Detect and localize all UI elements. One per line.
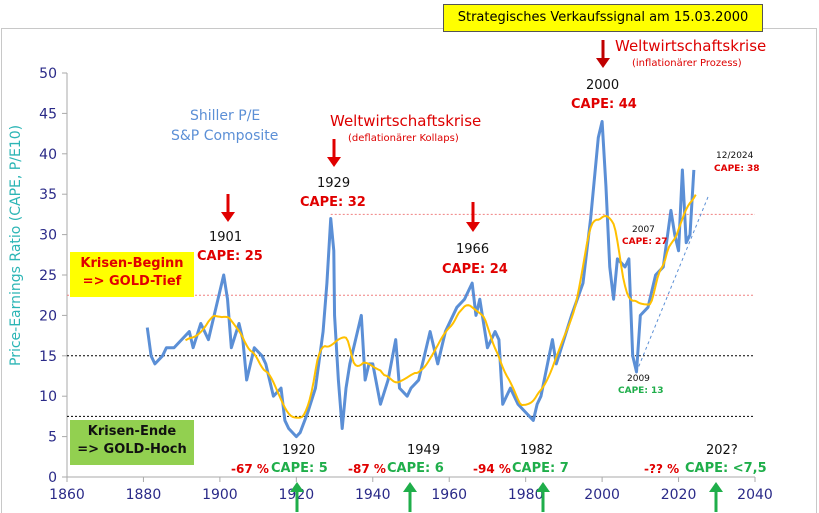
y-tick-label: 20: [39, 308, 57, 324]
crisis1-subtitle: (deflationärer Kollaps): [348, 133, 459, 144]
label-2000-cape: CAPE: 44: [571, 97, 637, 112]
y-tick-label: 10: [39, 389, 57, 405]
label-2000-year: 2000: [586, 78, 620, 93]
label-1901-year: 1901: [209, 230, 243, 245]
crisis2-title: Weltwirtschaftskrise: [615, 37, 767, 55]
label-202x-pct: -?? %: [644, 462, 680, 476]
label-2007-cape: CAPE: 27: [622, 237, 668, 247]
label-2007-year: 2007: [632, 225, 655, 235]
label-202x-year: 202?: [706, 443, 738, 458]
legend-line1: Shiller P/E: [190, 108, 261, 124]
chart-frame: [1, 28, 817, 513]
x-tick-label: 2040: [737, 487, 773, 503]
label-1982-year: 1982: [520, 443, 554, 458]
down-arrow-1966-head: [466, 222, 480, 232]
cape-series-line: [145, 119, 696, 439]
label-1920-year: 1920: [282, 443, 316, 458]
crisis-end-box: Krisen-Ende => GOLD-Hoch: [70, 420, 194, 465]
label-1966-year: 1966: [456, 242, 490, 257]
label-1982-cape: CAPE: 7: [512, 461, 569, 476]
x-tick-label: 1880: [126, 487, 162, 503]
crisis-start-box: Krisen-Beginn => GOLD-Tief: [70, 252, 194, 297]
label-2009-year: 2009: [627, 374, 650, 384]
label-202x-cape: CAPE: <7,5: [685, 461, 767, 476]
legend-line2: S&P Composite: [171, 128, 279, 144]
y-tick-label: 40: [39, 147, 57, 163]
label-1920-cape: CAPE: 5: [271, 461, 328, 476]
x-tick-label: 2000: [584, 487, 620, 503]
crisis-start-line1: Krisen-Beginn: [80, 256, 184, 271]
x-tick-label: 2020: [661, 487, 697, 503]
label-1949-year: 1949: [407, 443, 441, 458]
up-arrow-2-head: [536, 482, 550, 492]
y-tick-label: 5: [48, 430, 57, 446]
label-1966-cape: CAPE: 24: [442, 262, 508, 277]
x-tick-label: 1860: [49, 487, 85, 503]
crisis2-subtitle: (inflationärer Prozess): [632, 58, 742, 69]
label-1920-pct: -67 %: [231, 462, 269, 476]
label-1929-cape: CAPE: 32: [300, 195, 366, 210]
x-tick-label: 1900: [202, 487, 238, 503]
label-2024-cape: CAPE: 38: [714, 164, 760, 174]
x-tick-label: 1940: [355, 487, 391, 503]
y-tick-label: 35: [39, 187, 57, 203]
y-axis-label: Price-Earnings Ratio (CAPE, P/E10): [8, 124, 24, 366]
y-tick-label: 0: [48, 470, 57, 486]
crisis-start-line2: => GOLD-Tief: [82, 274, 182, 289]
label-2024-year: 12/2024: [716, 151, 754, 161]
signal-banner: Strategisches Verkaufssignal am 15.03.20…: [443, 4, 763, 32]
crisis1-title: Weltwirtschaftskrise: [330, 112, 482, 130]
crisis-end-line2: => GOLD-Hoch: [77, 442, 187, 457]
x-tick-label: 1980: [508, 487, 544, 503]
label-1949-cape: CAPE: 6: [387, 461, 444, 476]
label-1929-year: 1929: [317, 176, 351, 191]
trend-line: [636, 194, 710, 373]
down-arrow-2000-head: [596, 58, 610, 68]
up-arrow-1-head: [403, 482, 417, 492]
y-tick-label: 50: [39, 66, 57, 82]
y-tick-label: 15: [39, 349, 57, 365]
down-arrow-1901-head: [221, 212, 235, 222]
x-tick-label: 1960: [431, 487, 467, 503]
moving-average-line: [185, 194, 697, 419]
label-1901-cape: CAPE: 25: [197, 249, 263, 264]
down-arrow-1929-head: [327, 157, 341, 167]
y-tick-label: 30: [39, 228, 57, 244]
label-1982-pct: -94 %: [473, 462, 511, 476]
up-arrow-0-head: [290, 482, 304, 492]
up-arrow-3-head: [709, 482, 723, 492]
y-tick-label: 25: [39, 268, 57, 284]
crisis-end-line1: Krisen-Ende: [87, 424, 177, 439]
label-2009-cape: CAPE: 13: [618, 386, 664, 396]
y-tick-label: 45: [39, 106, 57, 122]
label-1949-pct: -87 %: [348, 462, 386, 476]
